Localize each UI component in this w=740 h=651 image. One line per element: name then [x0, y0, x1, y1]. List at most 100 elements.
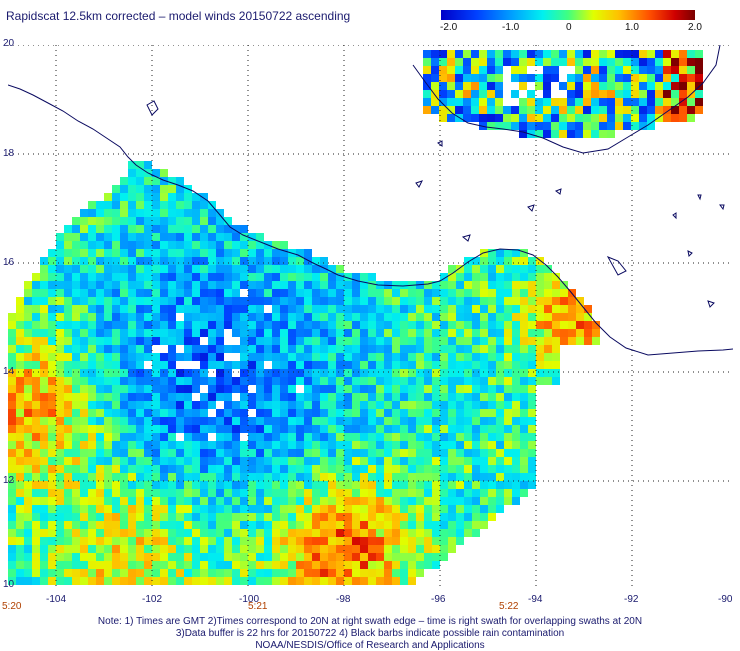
swath-cell	[80, 329, 88, 337]
swath-cell	[128, 449, 136, 457]
swath-cell	[160, 481, 168, 489]
swath-cell	[456, 425, 464, 433]
swath-cell	[400, 465, 408, 473]
swath-cell	[432, 545, 440, 553]
swath-cell	[304, 329, 312, 337]
swath-cell	[224, 297, 232, 305]
swath-cell	[456, 345, 464, 353]
swath-cell	[432, 521, 440, 529]
swath-cell	[312, 345, 320, 353]
swath-cell	[352, 409, 360, 417]
swath-cell	[112, 249, 120, 257]
swath-cell	[192, 409, 200, 417]
swath-cell	[88, 305, 96, 313]
swath-cell	[504, 393, 512, 401]
swath-cell	[423, 82, 431, 90]
swath-cell	[320, 481, 328, 489]
swath-cell	[456, 265, 464, 273]
swath-cell	[384, 305, 392, 313]
swath-cell	[528, 417, 536, 425]
swath-cell	[328, 569, 336, 577]
swath-cell	[136, 193, 144, 201]
swath-cell	[480, 441, 488, 449]
swath-cell	[360, 449, 368, 457]
swath-cell	[376, 385, 384, 393]
swath-cell	[464, 385, 472, 393]
swath-cell	[152, 489, 160, 497]
swath-cell	[32, 313, 40, 321]
swath-cell	[160, 465, 168, 473]
swath-cell	[272, 273, 280, 281]
swath-cell	[336, 537, 344, 545]
swath-cell	[408, 441, 416, 449]
swath-cell	[424, 561, 432, 569]
swath-cell	[48, 377, 56, 385]
swath-cell	[136, 529, 144, 537]
swath-cell	[639, 106, 647, 114]
swath-cell	[200, 561, 208, 569]
swath-cell	[455, 98, 463, 106]
swath-cell	[160, 577, 168, 585]
swath-cell	[160, 425, 168, 433]
swath-cell	[216, 297, 224, 305]
swath-cell	[312, 289, 320, 297]
swath-cell	[240, 305, 248, 313]
swath-cell	[296, 369, 304, 377]
swath-cell	[56, 465, 64, 473]
swath-cell	[520, 489, 528, 497]
swath-cell	[48, 465, 56, 473]
swath-cell	[464, 401, 472, 409]
swath-cell	[192, 313, 200, 321]
swath-cell	[80, 217, 88, 225]
swath-cell	[48, 361, 56, 369]
swath-cell	[448, 321, 456, 329]
swath-cell	[136, 281, 144, 289]
swath-cell	[552, 377, 560, 385]
swath-cell	[496, 465, 504, 473]
swath-cell	[240, 297, 248, 305]
swath-cell	[144, 569, 152, 577]
swath-cell	[120, 353, 128, 361]
swath-cell	[96, 457, 104, 465]
swath-cell	[447, 114, 455, 122]
swath-cell	[32, 377, 40, 385]
swath-cell	[104, 489, 112, 497]
swath-cell	[344, 281, 352, 289]
swath-cell	[496, 257, 504, 265]
swath-cell	[448, 473, 456, 481]
swath-cell	[8, 385, 16, 393]
swath-cell	[424, 545, 432, 553]
colorbar-tick: -2.0	[440, 22, 458, 33]
swath-cell	[248, 249, 256, 257]
swath-cell	[192, 321, 200, 329]
swath-cell	[472, 297, 480, 305]
swath-cell	[464, 329, 472, 337]
swath-cell	[32, 369, 40, 377]
swath-cell	[16, 489, 24, 497]
swath-cell	[544, 337, 552, 345]
swath-cell	[535, 82, 543, 90]
swath-cell	[480, 457, 488, 465]
swath-cell	[104, 473, 112, 481]
swath-cell	[72, 289, 80, 297]
swath-cell	[320, 441, 328, 449]
swath-cell	[520, 321, 528, 329]
swath-cell	[288, 265, 296, 273]
swath-cell	[56, 369, 64, 377]
swath-cell	[168, 337, 176, 345]
swath-cell	[48, 273, 56, 281]
swath-cell	[256, 553, 264, 561]
swath-cell	[184, 473, 192, 481]
swath-cell	[416, 481, 424, 489]
swath-cell	[120, 249, 128, 257]
swath-cell	[216, 433, 224, 441]
swath-cell	[200, 241, 208, 249]
swath-cell	[631, 90, 639, 98]
swath-cell	[136, 577, 144, 585]
swath-cell	[104, 265, 112, 273]
swath-cell	[472, 449, 480, 457]
swath-cell	[392, 305, 400, 313]
swath-cell	[344, 497, 352, 505]
swath-cell	[48, 497, 56, 505]
swath-cell	[535, 106, 543, 114]
